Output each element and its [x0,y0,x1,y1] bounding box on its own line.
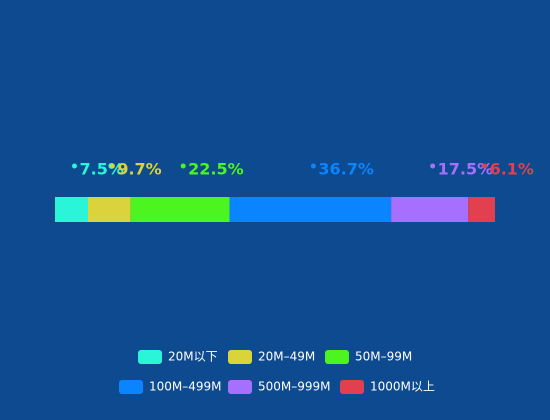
legend-label: 1000M以上 [370,380,435,394]
legend-swatch [340,380,364,394]
legend-label: 500M–999M [258,380,331,394]
legend-swatch [325,350,349,364]
legend-swatch [228,350,252,364]
bar-segment [391,197,469,222]
label-dot [180,163,186,169]
value-label: 36.7% [318,160,374,179]
value-label: 17.5% [438,160,494,179]
label-dot [72,163,77,169]
legend-label: 20M–49M [258,350,315,364]
label-dot [430,163,436,169]
bar-segment [468,197,495,222]
bar-segment [88,197,131,222]
bar-segment [130,197,230,222]
label-dot [482,163,488,169]
legend-label: 100M–499M [149,380,222,394]
legend-swatch [228,380,252,394]
bar-segment [229,197,392,222]
label-dot [310,163,316,169]
legend-label: 50M–99M [355,350,412,364]
legend-swatch [119,380,143,394]
label-dot [109,163,115,169]
value-label: 22.5% [188,160,244,179]
legend-swatch [138,350,162,364]
value-label: 6.1% [490,160,534,179]
value-label: 9.7% [117,160,161,179]
legend-label: 20M以下 [168,350,218,364]
bar-segment [55,197,88,222]
